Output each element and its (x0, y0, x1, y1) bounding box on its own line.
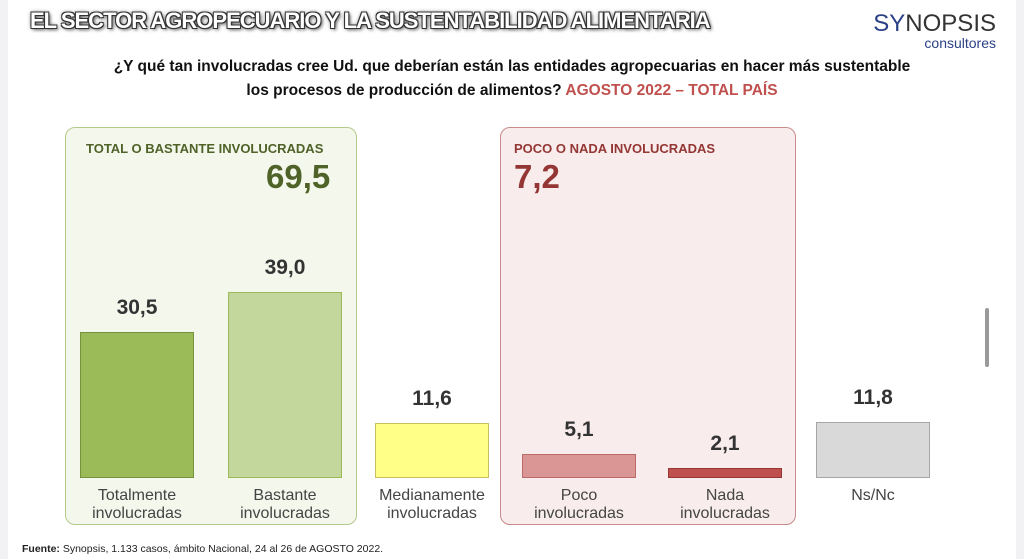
value-label: 11,6 (412, 386, 452, 410)
logo-text-b: NOPSIS (905, 10, 996, 37)
bar-2 (375, 422, 489, 478)
source-text: Synopsis, 1.133 casos, ámbito Nacional, … (59, 543, 384, 555)
category-label: Poco involucradas (534, 487, 624, 522)
value-label: 11,8 (853, 385, 893, 409)
bar-5 (816, 421, 930, 478)
question-line-2: los procesos de producción de alimentos?… (0, 82, 1024, 100)
bar-3 (522, 453, 636, 478)
question-highlight: AGOSTO 2022 – TOTAL PAÍS (565, 82, 778, 99)
group-value-positive: 69,5 (266, 158, 331, 195)
group-label-positive: TOTAL O BASTANTE INVOLUCRADAS (86, 141, 324, 156)
question-text: los procesos de producción de alimentos? (246, 82, 562, 99)
value-label: 30,5 (116, 296, 158, 320)
bar-4 (668, 467, 782, 478)
question-line-1: ¿Y qué tan involucradas cree Ud. que deb… (113, 58, 911, 75)
logo-text-a: SY (873, 10, 906, 37)
page-title: EL SECTOR AGROPECUARIO Y LA SUSTENTABILI… (30, 8, 711, 33)
scrollbar[interactable] (985, 308, 989, 367)
category-label: Ns/Nc (851, 487, 895, 504)
synopsis-logo: SYNOPSIS consultores (873, 10, 996, 51)
logo-subtext: consultores (924, 35, 996, 51)
group-label-negative: POCO O NADA INVOLUCRADAS (514, 141, 716, 156)
category-label: Nada involucradas (680, 487, 770, 522)
category-label: Totalmente involucradas (92, 487, 182, 522)
category-label: Bastante involucradas (240, 487, 330, 522)
value-label: 39,0 (264, 255, 306, 279)
category-label: Medianamente involucradas (379, 487, 485, 522)
bar-0 (80, 332, 194, 478)
value-label: 5,1 (564, 417, 594, 441)
source-label: Fuente: (22, 543, 60, 555)
value-label: 2,1 (710, 431, 740, 455)
group-value-negative: 7,2 (514, 158, 560, 195)
bar-1 (228, 291, 342, 478)
source-note: Fuente: Synopsis, 1.133 casos, ámbito Na… (22, 543, 383, 555)
